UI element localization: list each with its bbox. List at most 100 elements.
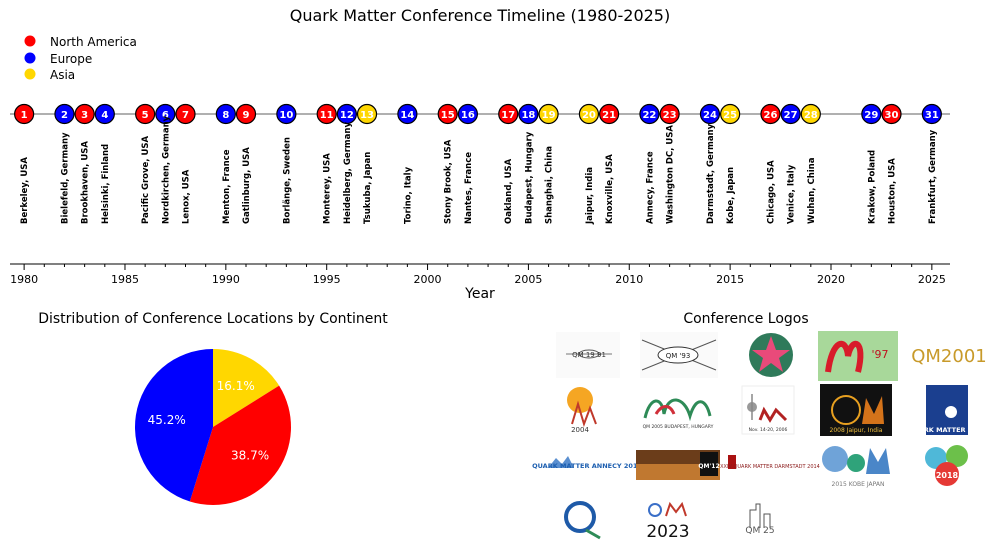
event-number-6: 6 — [162, 110, 169, 121]
event-location-11: Monterey, USA — [323, 153, 333, 224]
logos-title: Conference Logos — [683, 311, 808, 327]
event-number-21: 21 — [602, 110, 616, 121]
event-number-30: 30 — [885, 110, 899, 121]
event-marker-21 — [598, 103, 620, 125]
event-number-27: 27 — [784, 110, 798, 121]
x-tick-label: 2005 — [514, 273, 542, 286]
event-number-12: 12 — [340, 110, 354, 121]
logo-qm2018-c3 — [935, 462, 959, 486]
event-location-25: Kobe, Japan — [726, 167, 736, 224]
x-tick-label: 1980 — [10, 273, 38, 286]
x-tick-label: 2020 — [817, 273, 845, 286]
x-axis: 1980 1985 1990 1995 2000 2005 2010 2015 2020 2025… — [10, 263, 950, 302]
event-number-19: 19 — [542, 110, 556, 121]
logo-qm2025-skyline — [749, 503, 771, 528]
event-marker-3 — [74, 103, 95, 125]
event-marker-14 — [397, 103, 418, 125]
event-number-11: 11 — [320, 110, 334, 121]
logo-qm2014: XXIV QUARK MATTER DARMSTADT 2014 — [720, 455, 820, 470]
logo-qm2008-text: 2008 Jaipur, India — [830, 427, 883, 434]
event-number-28: 28 — [804, 110, 818, 121]
x-tick-label: 2010 — [615, 273, 643, 286]
event-number-3: 3 — [81, 110, 88, 121]
logo-qm2004-sun — [567, 387, 593, 413]
logo-qm2014-mark — [728, 455, 736, 469]
logo-qm2023-q — [648, 503, 662, 517]
logo-qm2012-badge — [700, 452, 718, 476]
event-marker-23 — [659, 103, 680, 125]
logo-qm2019 — [564, 501, 601, 540]
event-number-31: 31 — [925, 110, 939, 121]
event-number-18: 18 — [521, 110, 535, 121]
event-location-21: Knoxville, USA — [605, 154, 615, 224]
event-marker-13 — [356, 103, 378, 125]
logo-qm2023-text: 2023 — [646, 522, 689, 542]
legend-marker-asia — [24, 68, 36, 80]
event-marker-22 — [639, 103, 660, 125]
pie-slice-europe — [135, 349, 213, 502]
event-number-14: 14 — [400, 110, 414, 121]
logo-qm2005-arc — [654, 405, 676, 415]
logo-qm1997-mark — [825, 340, 864, 373]
logo-qm2018-c2 — [946, 445, 968, 467]
logo-qm1991-ellipse — [578, 349, 600, 359]
event-location-17: Oakland, USA — [504, 158, 514, 224]
logo-qm1993-ellipse — [657, 346, 699, 364]
logo-qm2015-mark — [866, 448, 890, 474]
legend: North America Europe Asia — [24, 35, 137, 82]
logo-qm2009-text: QUARK MATTER 2009 — [908, 426, 986, 434]
event-location-23: Washington DC, USA — [666, 125, 676, 224]
logo-qm1991-text: QM 19 91 — [572, 351, 606, 359]
event-location-7: Lenox, USA — [181, 169, 191, 224]
logo-qm2019-ring — [564, 501, 596, 533]
event-location-26: Chicago, USA — [766, 160, 776, 224]
logo-qm2025: QM 25 — [745, 503, 775, 536]
logo-qm2008-mark — [862, 396, 884, 424]
event-marker-8 — [215, 103, 236, 125]
event-marker-28 — [800, 103, 821, 125]
logo-qm2005-wave — [643, 398, 712, 422]
legend-label-asia: Asia — [50, 68, 75, 82]
event-number-5: 5 — [142, 110, 149, 121]
event-location-24: Darmstadt, Germany — [706, 123, 716, 224]
pie-slice-north-america — [189, 385, 292, 506]
event-marker-15 — [437, 103, 458, 125]
pie-value-label-asia: 16.1% — [217, 379, 255, 393]
legend-marker-europe — [24, 52, 36, 64]
x-tick-label: 2015 — [716, 273, 744, 286]
logo-qm2001: QM2001 — [906, 336, 992, 372]
x-tick-label: 1990 — [212, 273, 240, 286]
event-marker-26 — [760, 103, 781, 125]
event-marker-5 — [135, 103, 156, 125]
event-number-7: 7 — [182, 110, 189, 121]
event-marker-16 — [457, 103, 478, 125]
event-marker-11 — [316, 103, 337, 125]
x-tick-label: 1995 — [313, 273, 341, 286]
event-number-20: 20 — [582, 110, 596, 121]
logo-qm2025-text: QM 25 — [745, 526, 774, 536]
event-number-17: 17 — [501, 110, 515, 121]
event-marker-4 — [94, 103, 115, 125]
event-number-24: 24 — [703, 110, 717, 121]
logo-qm1991-bg — [556, 332, 620, 378]
event-location-13: Tsukuba, Japan — [363, 152, 373, 224]
event-marker-25 — [720, 103, 741, 125]
event-number-9: 9 — [243, 110, 250, 121]
pie-title: Distribution of Conference Locations by … — [38, 311, 388, 327]
event-number-25: 25 — [723, 110, 737, 121]
timeline-title: Quark Matter Conference Timeline (1980-2… — [290, 6, 670, 25]
event-location-27: Venice, Italy — [787, 164, 797, 224]
event-number-23: 23 — [663, 110, 677, 121]
x-axis-label: Year — [464, 286, 495, 302]
pie-slice-asia — [213, 349, 280, 427]
event-marker-27 — [780, 103, 801, 125]
event-marker-24 — [699, 103, 721, 125]
event-location-20: Jaipur, India — [585, 167, 595, 225]
logo-qm2012: QM'12 — [636, 450, 720, 480]
event-location-12: Heidelberg, Germany — [343, 122, 353, 224]
logo-qm2009: QUARK MATTER 2009 — [908, 385, 986, 435]
event-number-26: 26 — [764, 110, 778, 121]
event-location-29: Krakow, Poland — [867, 150, 877, 224]
legend-label-north-america: North America — [50, 35, 137, 49]
